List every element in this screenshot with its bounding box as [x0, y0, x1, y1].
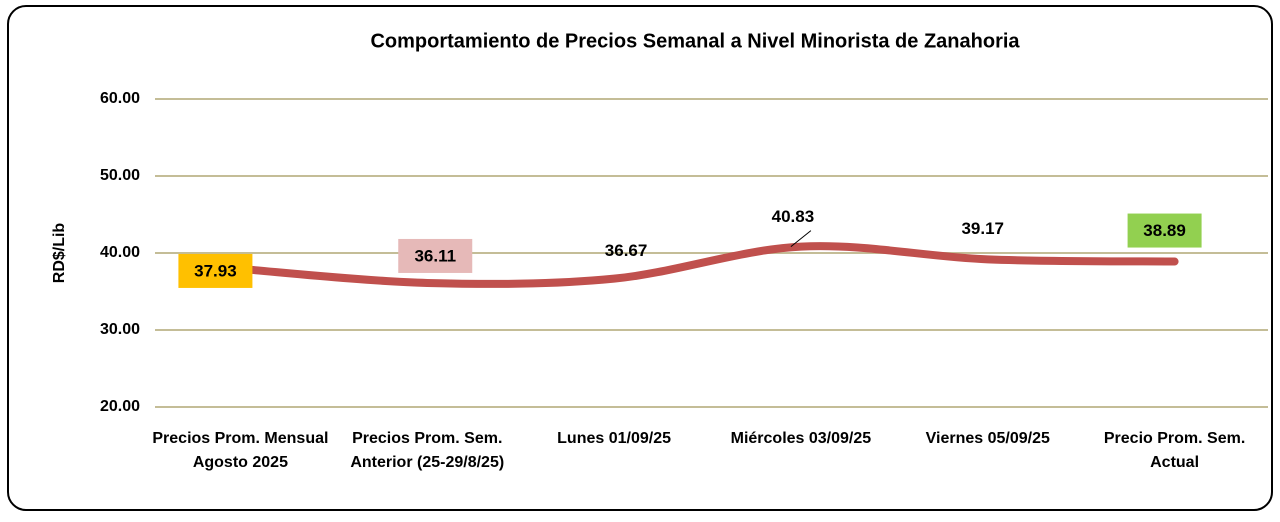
data-label: 38.89	[1143, 221, 1186, 240]
y-tick-label: 20.00	[100, 398, 140, 415]
x-tick-label-box: Precios Prom. Sem. Anterior (25-29/8/25)	[350, 430, 505, 471]
line-series	[236, 242, 1179, 288]
x-tick-label-box: Viernes 05/09/25	[925, 430, 1050, 447]
x-tick-label: Precios Prom. Sem. Anterior (25-29/8/25)	[350, 430, 505, 471]
data-label: 36.11	[414, 246, 456, 265]
x-tick-label-box: Miércoles 03/09/25	[730, 430, 872, 447]
data-label-bg	[178, 253, 253, 288]
data-label: 40.83	[772, 207, 815, 226]
y-tick-label: 30.00	[100, 321, 140, 338]
x-tick-label: Precios Prom. Mensual Agosto 2025	[152, 430, 329, 471]
y-tick-label: 50.00	[100, 167, 140, 184]
y-tick-label: 60.00	[100, 90, 140, 107]
x-tick-label-box: Precios Prom. Mensual Agosto 2025	[152, 430, 329, 471]
x-tick-label: Lunes 01/09/25	[557, 430, 671, 447]
x-tick-label-box: Precio Prom. Sem. Actual	[1103, 430, 1246, 471]
leader-line	[790, 230, 812, 247]
data-label: 39.17	[961, 219, 1004, 238]
data-label: 36.67	[605, 241, 648, 260]
data-label-bg	[398, 238, 473, 273]
y-tick-label: 40.00	[100, 244, 140, 261]
data-label: 37.93	[194, 261, 237, 280]
x-tick-label: Precio Prom. Sem. Actual	[1103, 430, 1246, 471]
data-label-bg	[1127, 213, 1202, 248]
chart-frame	[7, 5, 1273, 511]
x-tick-label-box: Lunes 01/09/25	[557, 430, 671, 447]
x-tick-label: Miércoles 03/09/25	[730, 430, 872, 447]
x-tick-label: Viernes 05/09/25	[925, 430, 1050, 447]
chart-title: Comportamiento de Precios Semanal a Nive…	[370, 30, 1020, 52]
y-axis-label: RD$/Lib	[51, 223, 68, 284]
